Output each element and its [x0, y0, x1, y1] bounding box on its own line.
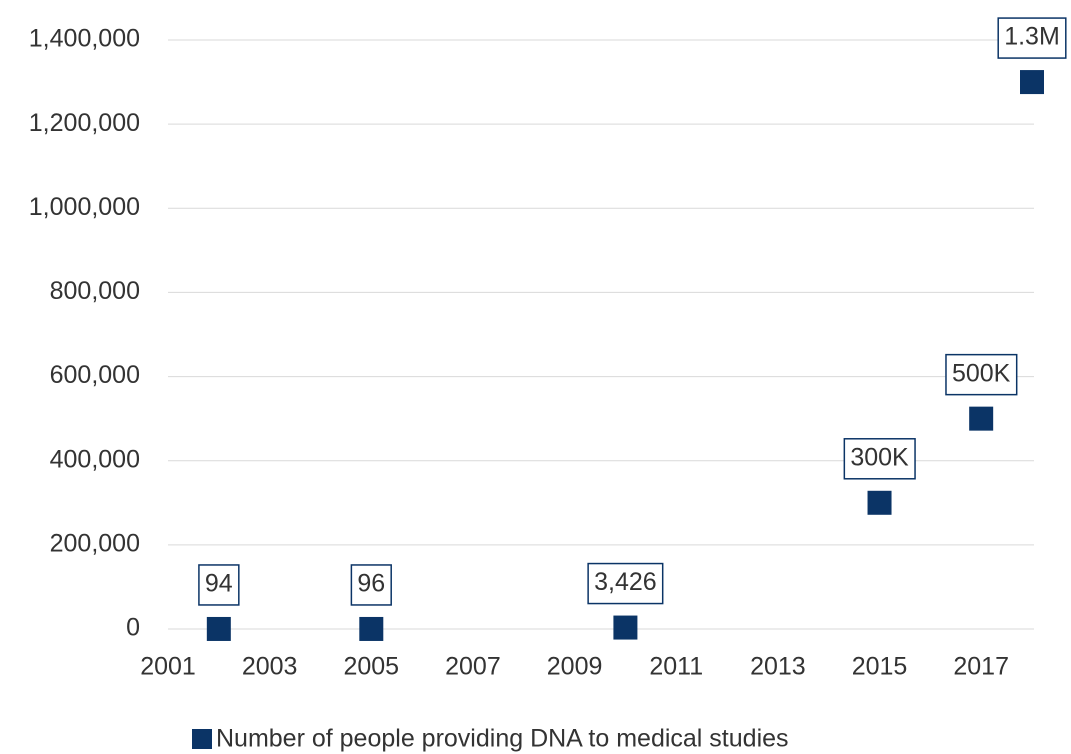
value-label: 500K	[952, 359, 1011, 387]
y-tick-label: 400,000	[50, 445, 140, 473]
value-label: 96	[357, 570, 385, 598]
legend-label: Number of people providing DNA to medica…	[216, 725, 789, 753]
marker	[1020, 70, 1044, 95]
y-tick-label: 800,000	[50, 277, 140, 305]
marker	[613, 615, 638, 640]
value-label-box	[587, 562, 664, 605]
marker	[969, 406, 994, 431]
value-label-box	[350, 564, 392, 606]
value-label: 94	[205, 570, 233, 598]
y-tick-label: 1,200,000	[29, 109, 140, 137]
value-label-box	[198, 564, 240, 606]
y-tick-label: 0	[126, 614, 140, 642]
x-tick-label: 2001	[140, 653, 196, 681]
value-label-box	[843, 438, 916, 480]
x-tick-label: 2015	[852, 653, 908, 681]
value-label-box	[945, 353, 1018, 396]
y-tick-label: 200,000	[50, 529, 140, 557]
marker	[867, 490, 892, 515]
marker	[206, 616, 231, 641]
value-label: 1.3M	[1004, 23, 1060, 51]
value-label: 300K	[850, 443, 909, 471]
x-tick-label: 2009	[547, 653, 603, 681]
legend-marker	[192, 729, 212, 749]
marker	[359, 616, 384, 641]
x-tick-label: 2007	[445, 653, 501, 681]
value-label: 3,426	[594, 568, 657, 596]
y-tick-label: 600,000	[50, 361, 140, 389]
x-tick-label: 2017	[953, 653, 1009, 681]
value-label-box	[997, 17, 1067, 59]
y-tick-label: 1,000,000	[29, 193, 140, 221]
x-tick-label: 2005	[343, 653, 399, 681]
x-tick-label: 2003	[242, 653, 298, 681]
x-tick-label: 2011	[649, 653, 703, 681]
y-tick-label: 1,400,000	[29, 25, 140, 53]
x-tick-label: 2013	[750, 653, 806, 681]
